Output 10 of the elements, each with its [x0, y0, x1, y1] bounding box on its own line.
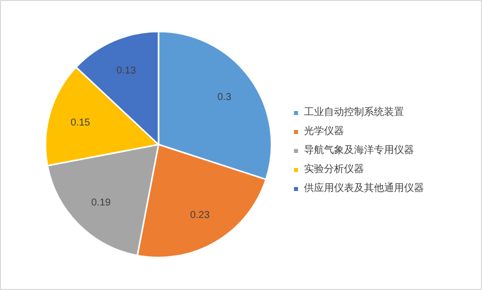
legend-label: 工业自动控制系统装置 — [304, 106, 404, 119]
legend-label: 供应用仪表及其他通用仪器 — [304, 182, 424, 195]
data-label: 0.13 — [116, 65, 136, 76]
data-label: 0.15 — [70, 117, 91, 128]
legend-label: 光学仪器 — [304, 124, 344, 138]
data-label: 0.3 — [217, 92, 232, 104]
data-label: 0.23 — [190, 210, 210, 222]
data-label: 0.19 — [91, 198, 112, 209]
legend-label: 导航气象及海洋专用仪器 — [304, 144, 414, 157]
legend-label: 实验分析仪器 — [304, 162, 364, 176]
